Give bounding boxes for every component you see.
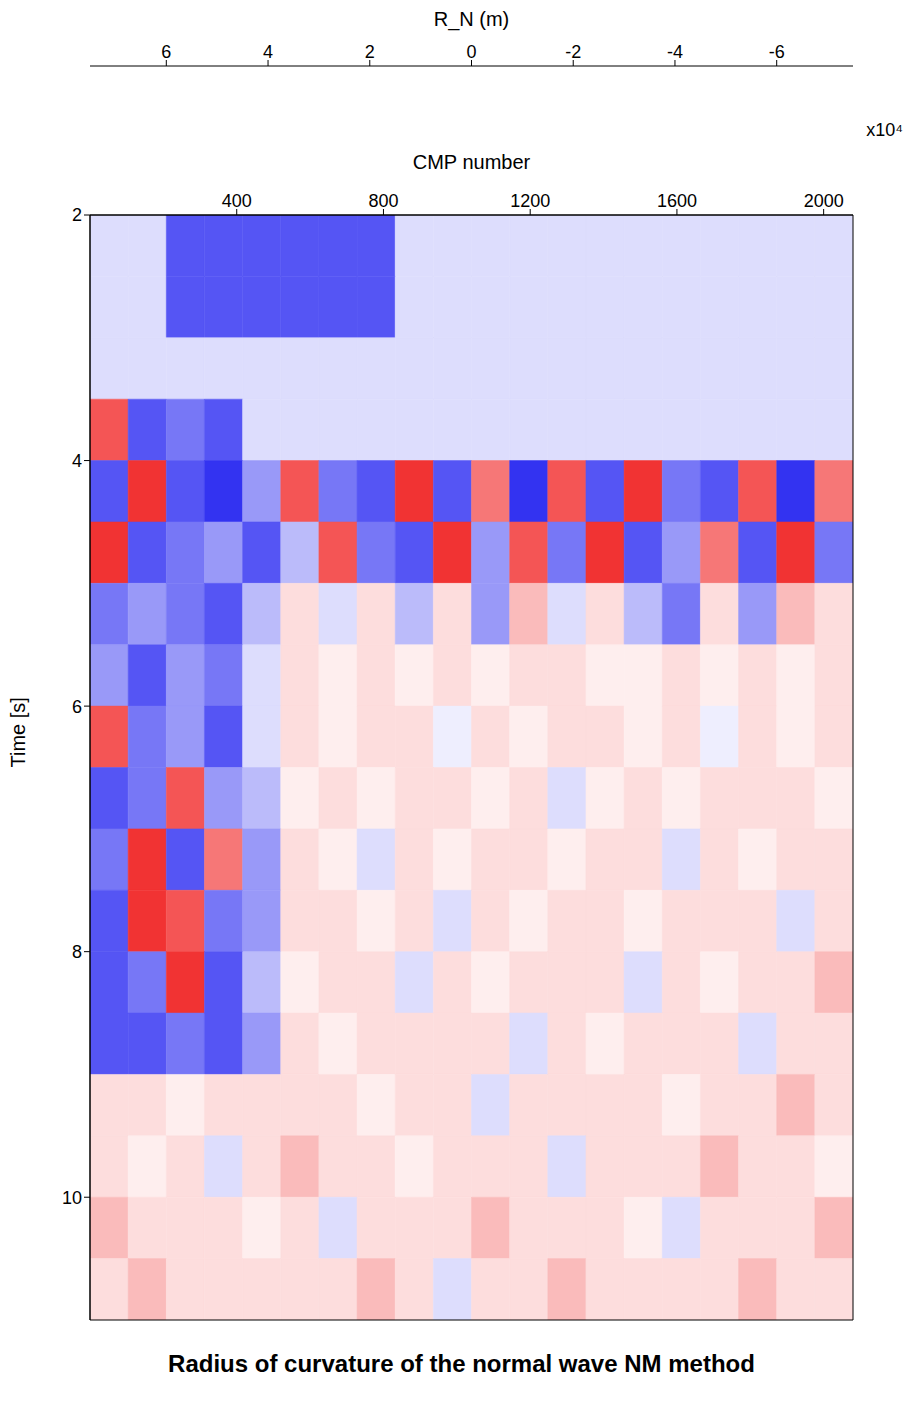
svg-text:4: 4 xyxy=(263,42,273,62)
svg-text:8: 8 xyxy=(72,942,82,962)
html-text:Radius of curvature of the nor: Radius of curvature of the normal wave N… xyxy=(168,1350,755,1377)
svg-text:-6: -6 xyxy=(769,42,785,62)
svg-text:0: 0 xyxy=(466,42,476,62)
svg-text:400: 400 xyxy=(222,191,252,211)
svg-text:1600: 1600 xyxy=(657,191,697,211)
svg-text:6: 6 xyxy=(72,697,82,717)
svg-text:-4: -4 xyxy=(667,42,683,62)
svg-text:1200: 1200 xyxy=(510,191,550,211)
svg-text:10: 10 xyxy=(62,1188,82,1208)
svg-text:800: 800 xyxy=(368,191,398,211)
svg-text:CMP number: CMP number xyxy=(413,151,531,173)
html-text:x10⁴: x10⁴ xyxy=(866,120,903,140)
svg-text:4: 4 xyxy=(72,451,82,471)
svg-text:2: 2 xyxy=(72,205,82,225)
svg-text:-2: -2 xyxy=(565,42,581,62)
svg-text:2: 2 xyxy=(365,42,375,62)
svg-text:6: 6 xyxy=(161,42,171,62)
html-text:R_N (m): R_N (m) xyxy=(433,8,510,30)
svg-text:Time [s]: Time [s] xyxy=(7,697,29,767)
svg-text:2000: 2000 xyxy=(804,191,844,211)
